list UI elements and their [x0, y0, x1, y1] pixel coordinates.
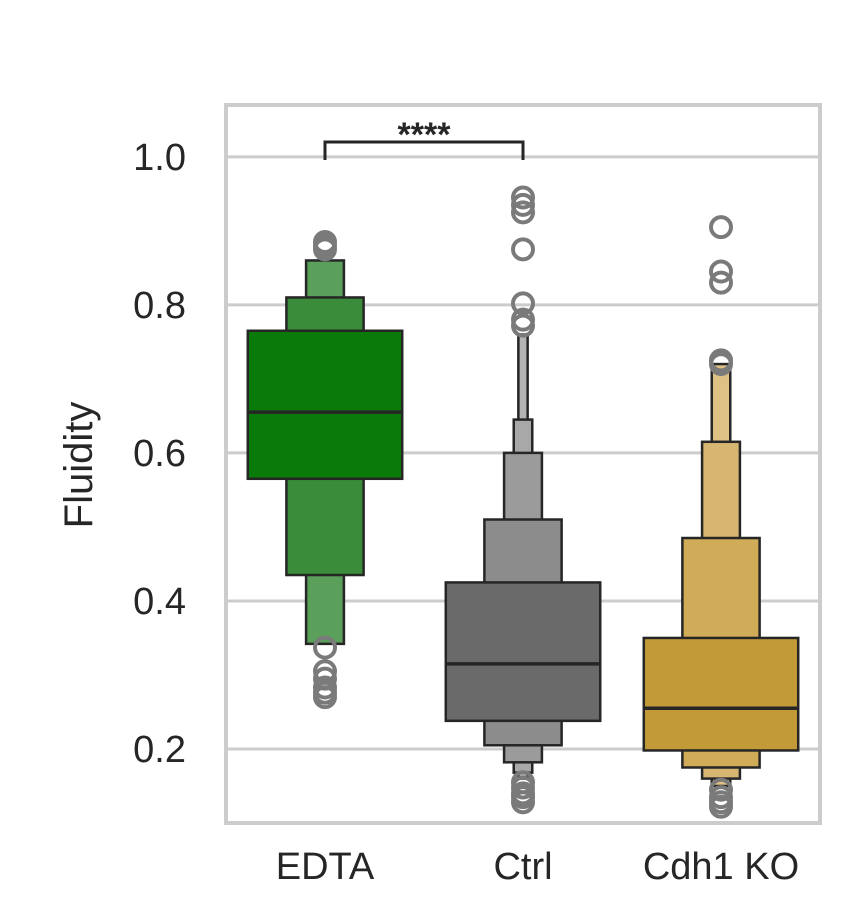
outlier-point: [313, 229, 337, 254]
boxen-edta: [246, 259, 404, 646]
outlier-point: [511, 313, 535, 338]
x-tick-label-0: EDTA: [276, 846, 375, 888]
outlier-point: [313, 635, 337, 660]
box-level-2: [246, 329, 404, 481]
outlier-point: [313, 685, 337, 710]
significance-bracket: [323, 140, 525, 161]
boxen-plots: [246, 259, 800, 788]
outlier-point: [709, 215, 733, 240]
outlier-point: [709, 270, 733, 295]
significance-label: ****: [398, 116, 452, 154]
y-axis-title: Fluidity: [57, 402, 101, 529]
outlier-point: [709, 777, 733, 802]
box-level-4: [444, 581, 602, 723]
outlier-points: [313, 185, 733, 819]
x-tick-label-2: Cdh1 KO: [643, 846, 799, 888]
outlier-point: [511, 200, 535, 225]
x-tick-labels: EDTA Ctrl Cdh1 KO: [276, 846, 799, 888]
y-tick-label-4: 1.0: [133, 137, 186, 179]
outlier-point: [709, 794, 733, 819]
x-tick-label-1: Ctrl: [493, 846, 552, 888]
outlier-point: [511, 790, 535, 815]
boxen-cdh1-ko: [642, 362, 800, 788]
outlier-point: [511, 192, 535, 217]
box-level-3: [642, 636, 800, 752]
outlier-point: [709, 352, 733, 377]
y-tick-labels: 0.2 0.4 0.6 0.8 1.0: [133, 137, 186, 771]
outlier-point: [511, 291, 535, 316]
outlier-point: [511, 185, 535, 210]
y-tick-label-0: 0.2: [133, 729, 186, 771]
y-tick-label-3: 0.8: [133, 285, 186, 327]
axes-frame: [224, 103, 822, 825]
outlier-point: [709, 259, 733, 284]
significance-annotations: ****: [323, 116, 525, 161]
plot-frame: [224, 103, 822, 825]
y-tick-label-2: 0.6: [133, 433, 186, 475]
outlier-point: [511, 237, 535, 262]
y-tick-label-1: 0.4: [133, 581, 186, 623]
boxen-ctrl: [444, 333, 602, 780]
